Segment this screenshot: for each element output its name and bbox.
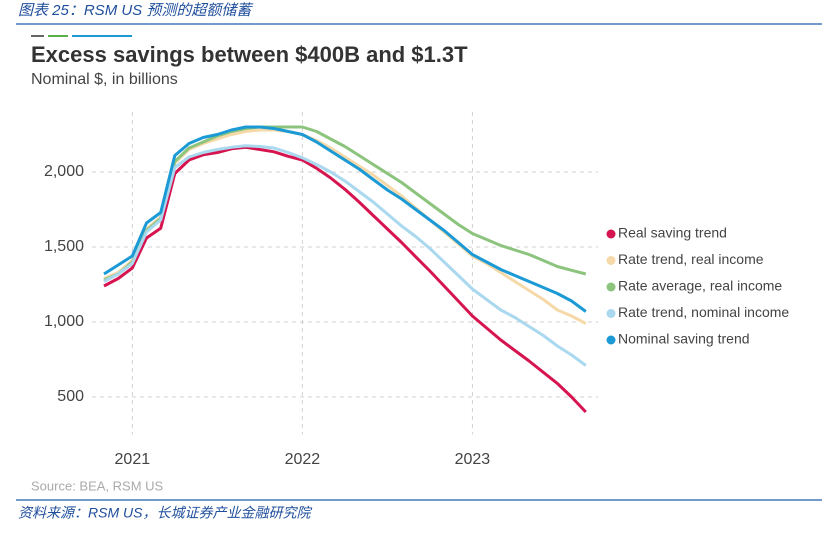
legend-label: Rate average, real income [618, 278, 782, 294]
legend-label: Rate trend, nominal income [618, 304, 789, 320]
legend-label: Rate trend, real income [618, 251, 764, 267]
legend-marker [606, 256, 616, 265]
y-tick-label: 500 [57, 388, 84, 405]
y-tick-label: 1,500 [44, 238, 84, 255]
series-line [103, 145, 587, 414]
legend-label: Real saving trend [618, 225, 727, 241]
source-note: Source: BEA, RSM US [31, 478, 164, 493]
y-tick-label: 1,000 [44, 313, 84, 330]
series-line [103, 125, 587, 282]
legend-marker [606, 309, 616, 318]
legend-marker [606, 282, 616, 292]
legend-label: Nominal saving trend [618, 331, 750, 347]
x-tick-label: 2021 [115, 451, 151, 468]
figure-caption: 图表 25：RSM US 预测的超额储蓄 [18, 2, 254, 19]
chart-title: Excess savings between $400B and $1.3T [31, 42, 468, 67]
legend-marker [606, 229, 616, 239]
series-line [103, 125, 587, 313]
y-tick-label: 2,000 [44, 163, 84, 180]
series-line [103, 144, 587, 367]
chart-subtitle: Nominal $, in billions [31, 71, 178, 88]
plot-area: 500 1,000 1,500 2,000 2021 2022 2023 Real savin… [44, 112, 789, 468]
legend-marker [606, 335, 616, 345]
x-tick-label: 2023 [455, 451, 491, 468]
x-tick-label: 2022 [285, 451, 321, 468]
footer-note: 资料来源：RSM US，长城证券产业金融研究院 [18, 505, 312, 521]
